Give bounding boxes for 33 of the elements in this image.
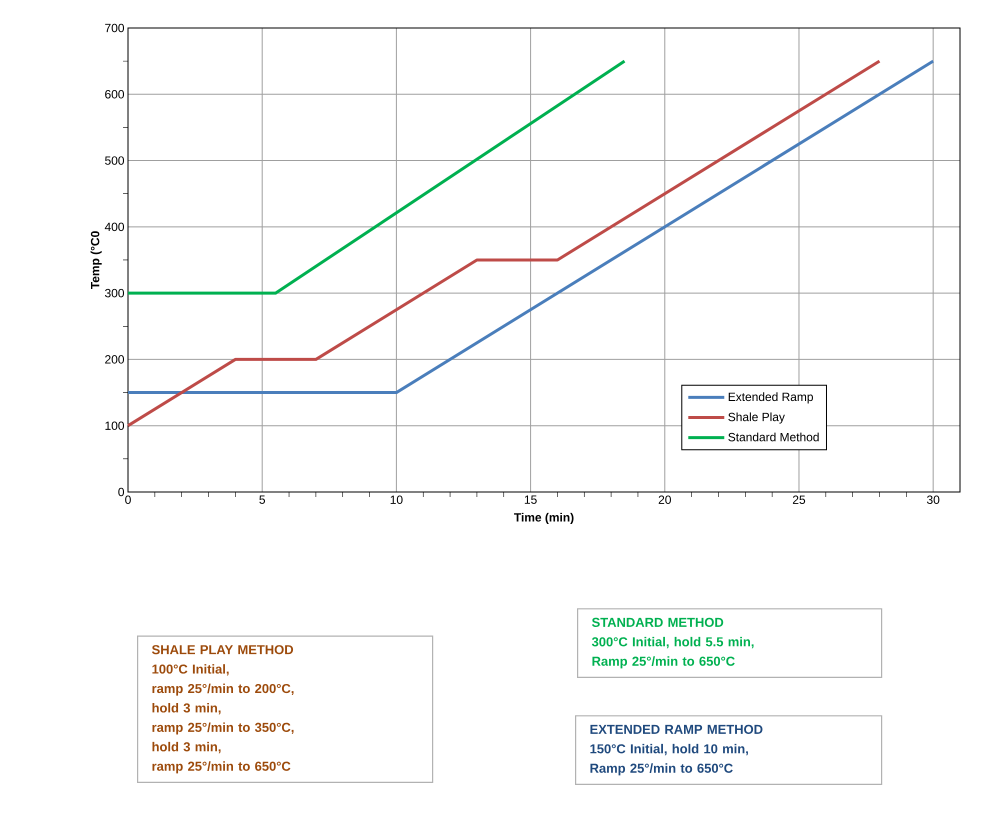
text: Ramp 25°/min to 650°C [592, 656, 735, 668]
y-tick-label: 200 [105, 355, 124, 364]
text: 150°C Initial, hold 10 min, [590, 744, 748, 756]
text: 300°C Initial, hold 5.5 min, [592, 636, 754, 648]
x-tick-label: 5 [259, 496, 266, 504]
x-tick-label: 10 [390, 496, 403, 504]
text: hold 3 min, [152, 742, 221, 754]
text: Ramp 25°/min to 650°C [590, 763, 733, 776]
text: hold 3 min, [152, 703, 221, 714]
text: ramp 25°/min to 200°C, [152, 684, 294, 696]
text: STANDARD METHOD [592, 618, 724, 627]
y-tick-label: 0 [118, 488, 124, 496]
text: ramp 25°/min to 350°C, [152, 722, 294, 735]
x-tick-label: 30 [926, 496, 940, 504]
text: SHALE PLAY METHOD [152, 645, 294, 654]
y-tick-label: 600 [105, 90, 124, 98]
text: EXTENDED RAMP METHOD [590, 724, 762, 734]
y-tick-label: 100 [105, 421, 124, 430]
text: ramp 25°/min to 650°C [152, 761, 290, 774]
x-tick-label: 0 [125, 496, 131, 504]
legend-label: Shale Play [728, 412, 785, 424]
y-tick-label: 400 [104, 222, 124, 232]
y-axis-title: Temp (°C0 [90, 231, 102, 290]
text: 100°C Initial, [152, 664, 229, 676]
y-tick-label: 300 [104, 288, 124, 298]
y-tick-label: 500 [105, 156, 124, 165]
legend-label: Standard Method [728, 432, 819, 442]
legend-label: Extended Ramp [728, 392, 813, 404]
x-tick-label: 15 [524, 496, 537, 504]
x-tick-label: 25 [792, 496, 806, 504]
x-axis-title: Time (min) [514, 512, 574, 524]
y-tick-label: 700 [105, 24, 124, 32]
x-tick-label: 20 [658, 496, 671, 504]
